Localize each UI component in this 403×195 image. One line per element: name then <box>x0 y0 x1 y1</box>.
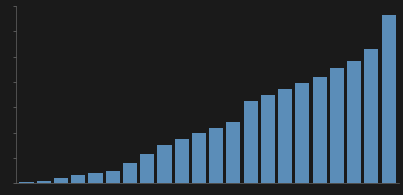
Bar <box>278 89 292 183</box>
Bar <box>226 122 241 183</box>
Bar <box>313 77 327 183</box>
Bar <box>330 68 344 183</box>
Bar <box>37 181 51 183</box>
Bar <box>140 154 154 183</box>
Bar <box>295 83 310 183</box>
Bar <box>382 15 396 183</box>
Bar <box>106 171 120 183</box>
Bar <box>54 178 68 183</box>
Bar <box>71 175 85 183</box>
Bar <box>123 163 137 183</box>
Bar <box>157 145 172 183</box>
Bar <box>88 174 102 183</box>
Bar <box>347 61 361 183</box>
Bar <box>209 128 223 183</box>
Bar <box>364 49 378 183</box>
Bar <box>243 101 258 183</box>
Bar <box>192 133 206 183</box>
Bar <box>174 139 189 183</box>
Bar <box>261 95 275 183</box>
Bar <box>19 182 33 183</box>
